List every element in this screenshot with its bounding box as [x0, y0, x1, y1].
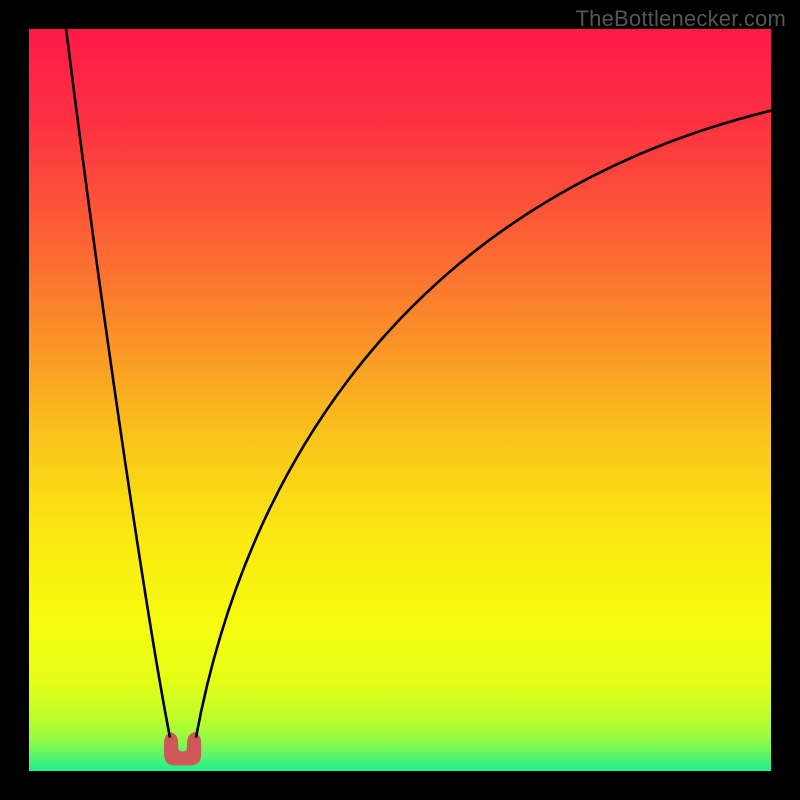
gradient-background — [29, 29, 771, 771]
chart-svg — [29, 29, 771, 771]
plot-area — [29, 29, 771, 771]
chart-frame: TheBottlenecker.com — [0, 0, 800, 800]
